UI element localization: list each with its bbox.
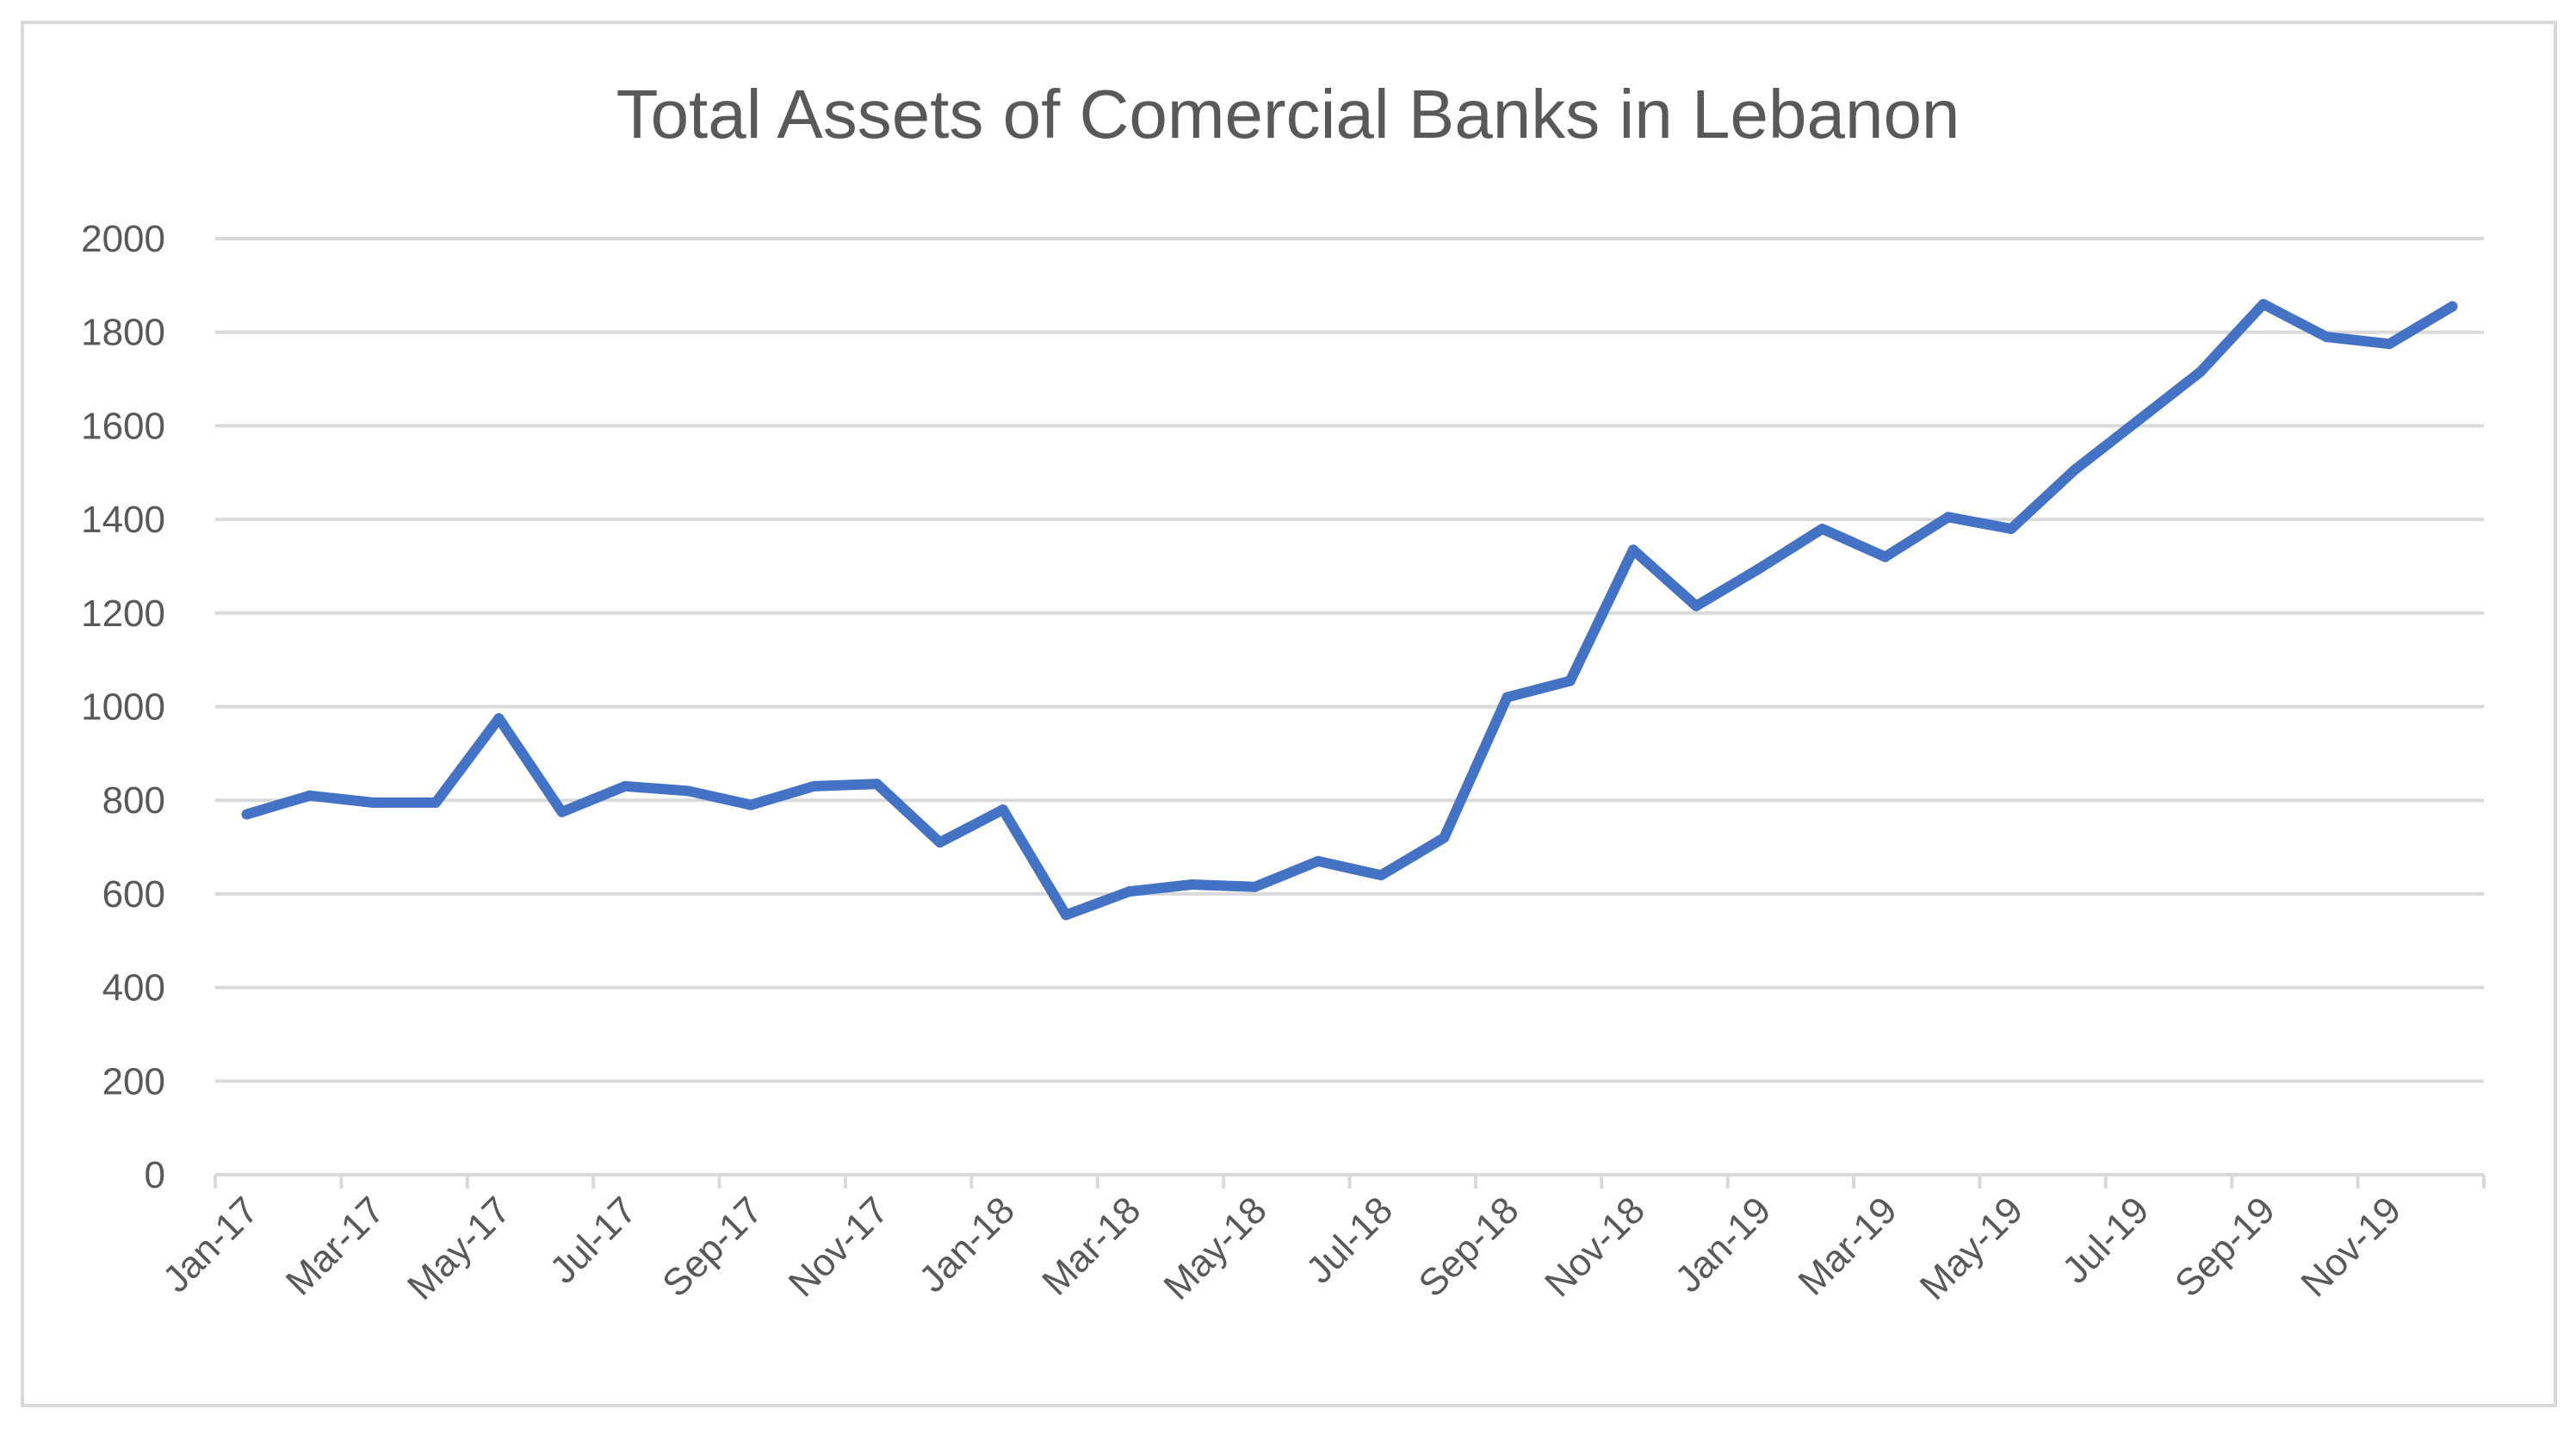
x-tick-label: Jan-17 <box>155 1189 267 1301</box>
data-point <box>808 780 820 791</box>
x-tick-label: Jan-18 <box>911 1189 1023 1301</box>
x-tick-label: Jul-18 <box>1298 1189 1401 1291</box>
data-point <box>934 837 945 848</box>
series-line <box>241 299 2458 921</box>
x-tick-label: Nov-17 <box>781 1189 897 1305</box>
x-axis <box>214 1173 2486 1189</box>
data-point <box>997 804 1008 816</box>
data-point <box>1817 523 1828 534</box>
data-point <box>1061 909 1072 921</box>
series-layer <box>241 299 2458 921</box>
data-point <box>2132 415 2143 426</box>
data-point <box>556 806 567 817</box>
y-tick-label: 200 <box>102 1060 165 1102</box>
data-point <box>1124 886 1135 897</box>
gridlines <box>215 237 2484 1083</box>
x-tick-label: Sep-18 <box>1411 1189 1527 1305</box>
y-tick-label: 1800 <box>81 312 165 354</box>
x-tick-label: Sep-19 <box>2167 1189 2283 1305</box>
data-point <box>493 713 505 724</box>
data-point <box>1754 563 1765 574</box>
data-point <box>1691 600 1702 611</box>
data-point <box>2384 338 2395 350</box>
x-tick-label: Mar-17 <box>278 1189 393 1303</box>
data-point <box>2321 332 2332 343</box>
data-point <box>1376 870 1387 881</box>
data-point <box>746 799 757 810</box>
x-tick-label: Sep-17 <box>654 1189 771 1305</box>
x-tick-label: Jul-19 <box>2054 1189 2157 1291</box>
data-point <box>1942 512 1954 523</box>
x-tick-label: May-18 <box>1155 1189 1274 1307</box>
data-point <box>304 790 315 801</box>
y-tick-label: 1600 <box>81 405 165 447</box>
x-axis-labels: Jan-17 Mar-17 May-17 Jul-17 Sep-17 Nov-17 Jan-… <box>155 1189 2409 1307</box>
data-point <box>2447 301 2458 312</box>
x-tick-label: Mar-18 <box>1034 1189 1149 1303</box>
x-tick-label: May-19 <box>1912 1189 2031 1307</box>
data-point <box>2069 465 2080 476</box>
data-point <box>871 779 882 790</box>
chart-title: Total Assets of Comercial Banks in Leban… <box>616 76 1960 152</box>
data-point <box>367 797 378 808</box>
data-point <box>682 785 693 797</box>
y-tick-label: 1200 <box>81 593 165 635</box>
data-point <box>1312 855 1323 866</box>
data-point <box>1502 692 1513 703</box>
data-point <box>1627 544 1638 556</box>
y-tick-label: 2000 <box>81 218 165 260</box>
y-tick-label: 400 <box>102 967 165 1009</box>
x-tick-label: May-17 <box>399 1189 518 1307</box>
y-tick-label: 1400 <box>81 499 165 541</box>
x-tick-label: Mar-19 <box>1791 1189 1905 1303</box>
data-point <box>619 780 630 791</box>
y-tick-label: 0 <box>145 1154 165 1196</box>
y-tick-label: 800 <box>102 779 165 822</box>
data-point <box>1564 675 1576 686</box>
data-point <box>2257 299 2269 310</box>
data-point <box>2006 523 2017 534</box>
data-point <box>2195 366 2206 377</box>
x-tick-label: Nov-18 <box>1537 1189 1653 1305</box>
y-axis-labels: 0 200 400 600 800 1000 1200 1400 1600 1800 2000 <box>81 218 165 1196</box>
y-tick-label: 1000 <box>81 686 165 729</box>
data-point <box>1249 881 1260 892</box>
data-point <box>430 797 442 808</box>
x-tick-label: Jan-19 <box>1668 1189 1780 1301</box>
x-tick-label: Jul-17 <box>542 1189 644 1291</box>
data-point <box>241 809 252 820</box>
x-tick-label: Nov-19 <box>2293 1189 2409 1305</box>
data-point <box>1186 879 1198 891</box>
y-tick-label: 600 <box>102 873 165 916</box>
data-point <box>1439 832 1450 843</box>
data-point <box>1879 551 1891 562</box>
